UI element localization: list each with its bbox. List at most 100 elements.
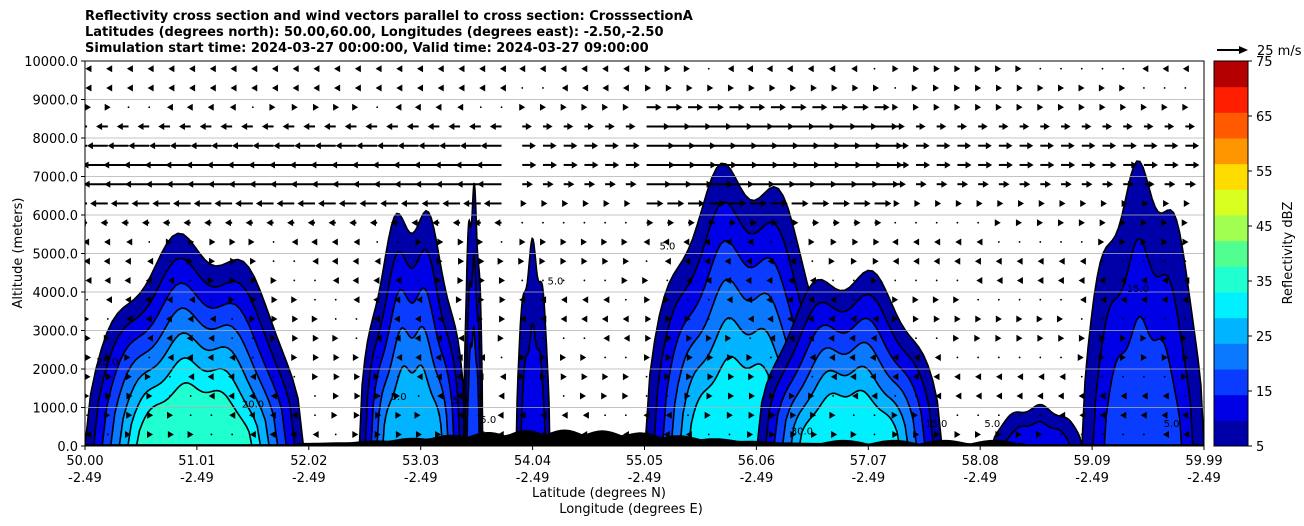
- wind-vector-head: [519, 238, 526, 246]
- wind-vector-head: [1059, 199, 1066, 207]
- wind-vector-head: [831, 84, 838, 92]
- wind-vector-head: [829, 65, 836, 73]
- wind-vector-head: [435, 334, 442, 342]
- wind-vector-head: [1119, 353, 1126, 361]
- wind-vector-head: [995, 257, 1002, 265]
- wind-vector: [500, 356, 503, 359]
- wind-vector: [894, 395, 897, 397]
- wind-vector: [210, 414, 213, 417]
- wind-vector-head: [291, 353, 298, 361]
- wind-vector-head: [975, 430, 982, 438]
- wind-vector-head: [789, 257, 796, 265]
- wind-vector-head: [434, 161, 441, 169]
- wind-vector-head: [821, 103, 828, 111]
- wind-vector: [438, 298, 441, 301]
- wind-vector-head: [519, 411, 526, 419]
- wind-vector-head: [1107, 180, 1114, 188]
- wind-vector-head: [873, 238, 880, 246]
- wind-vector-head: [995, 65, 1002, 73]
- wind-vector-head: [581, 373, 588, 381]
- wind-vector-head: [477, 180, 484, 188]
- wind-vector-head: [1120, 334, 1127, 342]
- wind-vector: [106, 318, 109, 320]
- wind-vector: [624, 298, 627, 301]
- wind-vector: [687, 298, 689, 301]
- wind-vector-head: [1182, 103, 1189, 111]
- x-tick-label-lat: 50.00: [66, 454, 103, 469]
- wind-vector: [770, 241, 772, 243]
- wind-vector-head: [891, 122, 898, 130]
- wind-vector: [521, 337, 524, 340]
- wind-vector-head: [811, 430, 818, 438]
- wind-vector: [645, 260, 648, 263]
- wind-vector-head: [152, 199, 159, 207]
- wind-vector-head: [1182, 353, 1189, 361]
- wind-vector-head: [898, 122, 905, 130]
- wind-vector-head: [1163, 199, 1170, 207]
- wind-vector-head: [745, 276, 752, 284]
- wind-vector-head: [892, 257, 899, 265]
- wind-vector-head: [478, 276, 485, 284]
- wind-vector-head: [415, 353, 422, 361]
- wind-vector: [583, 337, 586, 340]
- wind-vector-head: [452, 219, 459, 227]
- wind-vector-head: [592, 142, 599, 150]
- wind-vector-head: [1161, 219, 1168, 227]
- wind-vector-head: [228, 296, 235, 304]
- wind-vector-head: [995, 84, 1002, 92]
- wind-vector-head: [186, 353, 193, 361]
- wind-vector-head: [312, 353, 319, 361]
- wind-vector: [169, 260, 171, 263]
- wind-vector: [1018, 298, 1021, 301]
- wind-vector: [1122, 260, 1125, 263]
- wind-vector-head: [1099, 276, 1106, 284]
- contour-label: 5.0: [1164, 419, 1180, 430]
- wind-vector-head: [250, 296, 257, 304]
- wind-vector-head: [310, 161, 317, 169]
- wind-vector-head: [252, 142, 259, 150]
- x-tick-label-lon: -2.49: [68, 471, 102, 486]
- wind-vector-head: [1119, 238, 1126, 246]
- wind-vector: [1060, 433, 1062, 436]
- wind-vector-head: [1140, 103, 1147, 111]
- wind-vector-head: [1172, 161, 1179, 169]
- wind-vector: [542, 337, 544, 340]
- wind-vector-head: [229, 276, 236, 284]
- wind-vector-head: [190, 142, 197, 150]
- wind-vector-head: [707, 84, 714, 92]
- wind-vector-head: [1182, 238, 1189, 246]
- wind-vector-head: [209, 315, 216, 323]
- wind-vector-head: [551, 161, 558, 169]
- wind-vector-head: [166, 180, 173, 188]
- wind-vector-head: [629, 122, 636, 130]
- wind-vector-head: [270, 392, 277, 400]
- colorbar-segment: [1214, 394, 1248, 421]
- wind-vector-head: [415, 315, 422, 323]
- wind-vector-head: [911, 411, 918, 419]
- wind-vector-head: [437, 238, 444, 246]
- wind-vector-head: [1064, 122, 1071, 130]
- wind-vector-head: [245, 219, 252, 227]
- wind-vector-head: [435, 276, 442, 284]
- wind-vector-head: [104, 411, 111, 419]
- wind-vector: [915, 221, 917, 224]
- wind-vector-head: [725, 238, 732, 246]
- wind-vector-head: [126, 238, 133, 246]
- wind-vector-head: [211, 142, 218, 150]
- wind-vector: [894, 337, 897, 340]
- wind-vector-head: [1079, 411, 1086, 419]
- wind-vector: [169, 395, 171, 397]
- wind-vector-head: [372, 161, 379, 169]
- wind-vector-head: [186, 334, 193, 342]
- wind-vector-head: [147, 257, 154, 265]
- wind-vector-head: [869, 353, 876, 361]
- wind-vector: [1184, 87, 1187, 89]
- wind-vector-head: [954, 84, 961, 92]
- wind-vector-head: [746, 353, 753, 361]
- wind-vector-head: [911, 84, 918, 92]
- wind-vector-head: [686, 84, 693, 92]
- wind-vector-head: [498, 276, 505, 284]
- wind-vector-head: [621, 276, 628, 284]
- wind-vector-head: [1016, 103, 1023, 111]
